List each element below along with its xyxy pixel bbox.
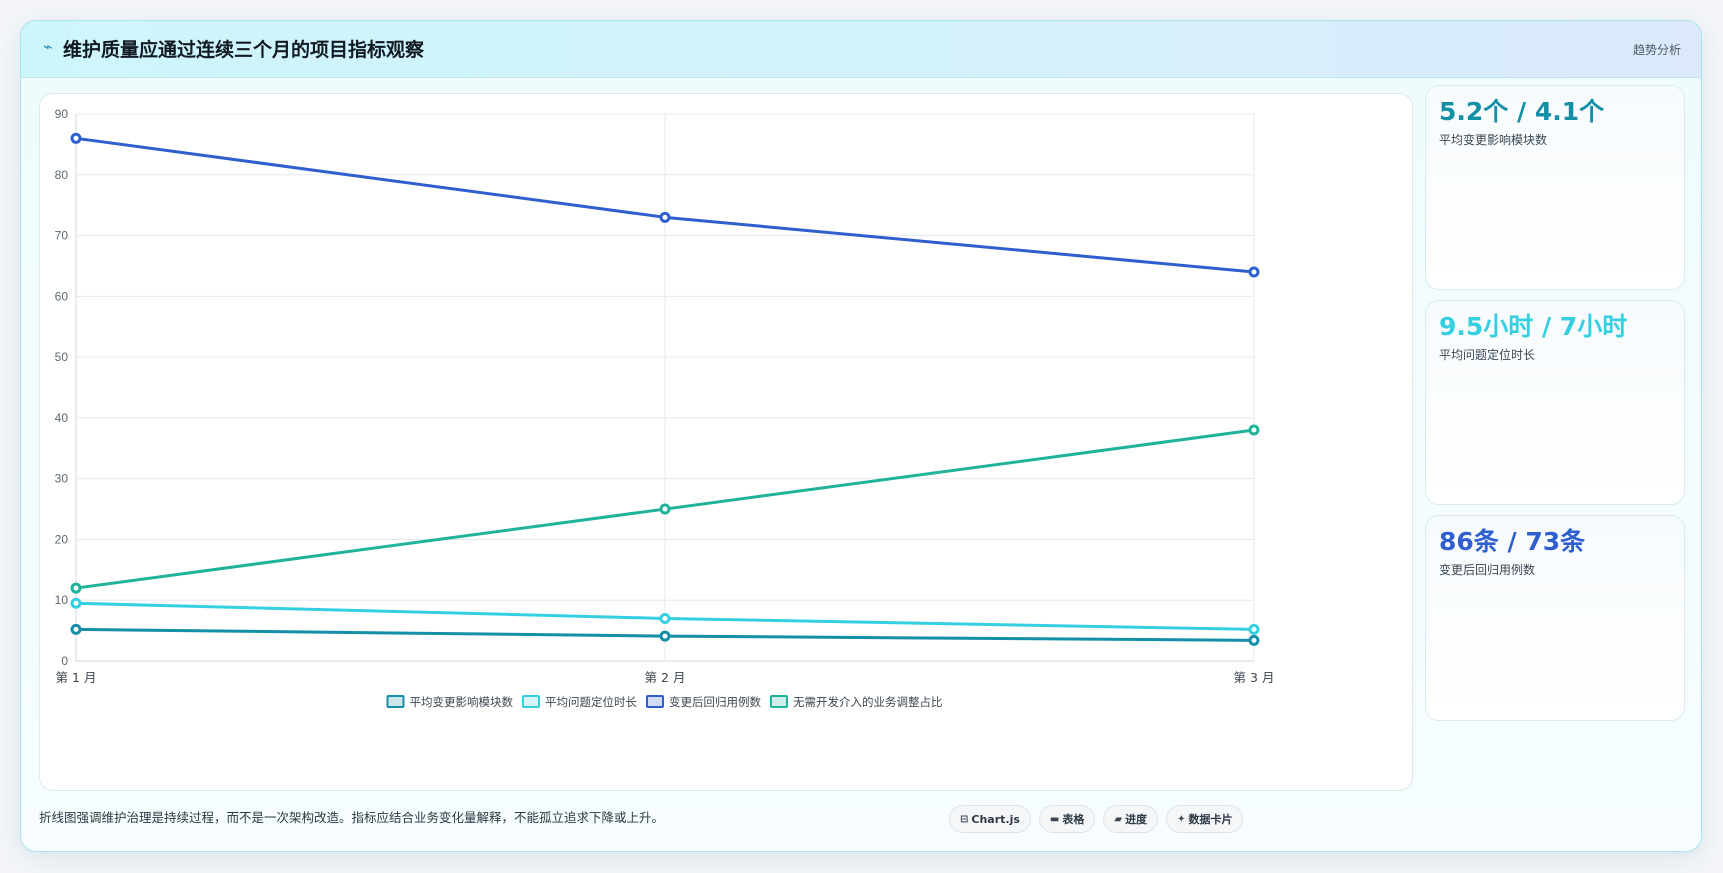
y-tick-label: 80 — [55, 168, 69, 182]
stat-card-modules: 5.2个 / 4.1个 平均变更影响模块数 — [1425, 85, 1685, 290]
legend-swatch — [522, 695, 540, 708]
legend-swatch — [770, 695, 788, 708]
y-tick-label: 10 — [55, 593, 69, 607]
chartjs-button[interactable]: ⊟ Chart.js — [949, 805, 1031, 833]
data-point — [659, 612, 671, 624]
y-tick-label: 20 — [55, 532, 69, 546]
x-tick-label: 第 3 月 — [1234, 670, 1275, 685]
dashboard-card: ⌁ 维护质量应通过连续三个月的项目指标观察 趋势分析 0 10 20 30 40 50 60… — [20, 20, 1702, 852]
stat-value: 9.5小时 / 7小时 — [1439, 312, 1628, 341]
data-point — [659, 503, 671, 515]
data-point — [659, 630, 671, 642]
table-icon: ▬ — [1049, 813, 1060, 825]
footer-note: 折线图强调维护治理是持续过程，而不是一次架构改造。指标应结合业务变化量解释，不能… — [39, 810, 665, 825]
button-label: Chart.js — [971, 812, 1020, 826]
button-label: 进度 — [1125, 813, 1148, 826]
stat-label: 变更后回归用例数 — [1439, 563, 1536, 577]
data-point — [1248, 266, 1260, 278]
analysis-tag: 趋势分析 — [1632, 43, 1681, 57]
legend-label: 平均变更影响模块数 — [410, 695, 514, 709]
data-point — [1248, 424, 1260, 436]
data-point — [1248, 623, 1260, 635]
data-point — [1248, 634, 1260, 646]
stat-card-locate-time: 9.5小时 / 7小时 平均问题定位时长 — [1425, 300, 1685, 505]
card-header: ⌁ 维护质量应通过连续三个月的项目指标观察 趋势分析 — [21, 21, 1701, 78]
data-point — [70, 597, 82, 609]
y-tick-label: 40 — [55, 411, 69, 425]
x-tick-label: 第 1 月 — [56, 670, 97, 685]
stat-label: 平均变更影响模块数 — [1439, 133, 1548, 147]
y-tick-label: 30 — [55, 472, 69, 486]
data-point — [70, 623, 82, 635]
line-chart-panel: 0 10 20 30 40 50 60 70 80 90 第 1 月 第 2 月 第 3 月平均变更影响… — [39, 93, 1413, 791]
y-tick-label: 50 — [55, 350, 69, 364]
data-card-button[interactable]: ✦ 数据卡片 — [1166, 805, 1244, 833]
data-point — [70, 132, 82, 144]
sparkle-icon: ✦ — [1177, 813, 1186, 825]
y-tick-label: 0 — [61, 654, 68, 668]
data-point — [659, 211, 671, 223]
y-tick-label: 70 — [55, 229, 69, 243]
button-label: 表格 — [1062, 813, 1085, 826]
trend-icon: ⌁ — [43, 37, 53, 56]
page-title: 维护质量应通过连续三个月的项目指标观察 — [63, 39, 425, 61]
line-chart: 0 10 20 30 40 50 60 70 80 90 第 1 月 第 2 月 第 3 月平均变更影响… — [55, 107, 1275, 709]
x-tick-label: 第 2 月 — [645, 670, 686, 685]
legend-label: 平均问题定位时长 — [545, 695, 637, 709]
table-button[interactable]: ▬ 表格 — [1038, 805, 1096, 833]
legend-swatch — [646, 695, 664, 708]
progress-icon: ▰ — [1114, 813, 1123, 825]
view-toolbar: ⊟ Chart.js ▬ 表格 ▰ 进度 ✦ 数据卡片 — [949, 805, 1244, 833]
stat-label: 平均问题定位时长 — [1439, 348, 1536, 362]
progress-button[interactable]: ▰ 进度 — [1103, 805, 1159, 833]
stat-value: 86条 / 73条 — [1439, 527, 1586, 556]
legend-label: 无需开发介入的业务调整占比 — [793, 695, 943, 709]
stat-value: 5.2个 / 4.1个 — [1439, 97, 1605, 126]
y-tick-label: 90 — [55, 107, 69, 121]
button-label: 数据卡片 — [1188, 813, 1233, 826]
y-tick-label: 60 — [55, 289, 69, 303]
chart-icon: ⊟ — [960, 813, 969, 825]
legend-swatch — [386, 695, 405, 708]
legend-label: 变更后回归用例数 — [669, 695, 761, 709]
stat-card-regression: 86条 / 73条 变更后回归用例数 — [1425, 515, 1685, 721]
data-point — [70, 582, 82, 594]
